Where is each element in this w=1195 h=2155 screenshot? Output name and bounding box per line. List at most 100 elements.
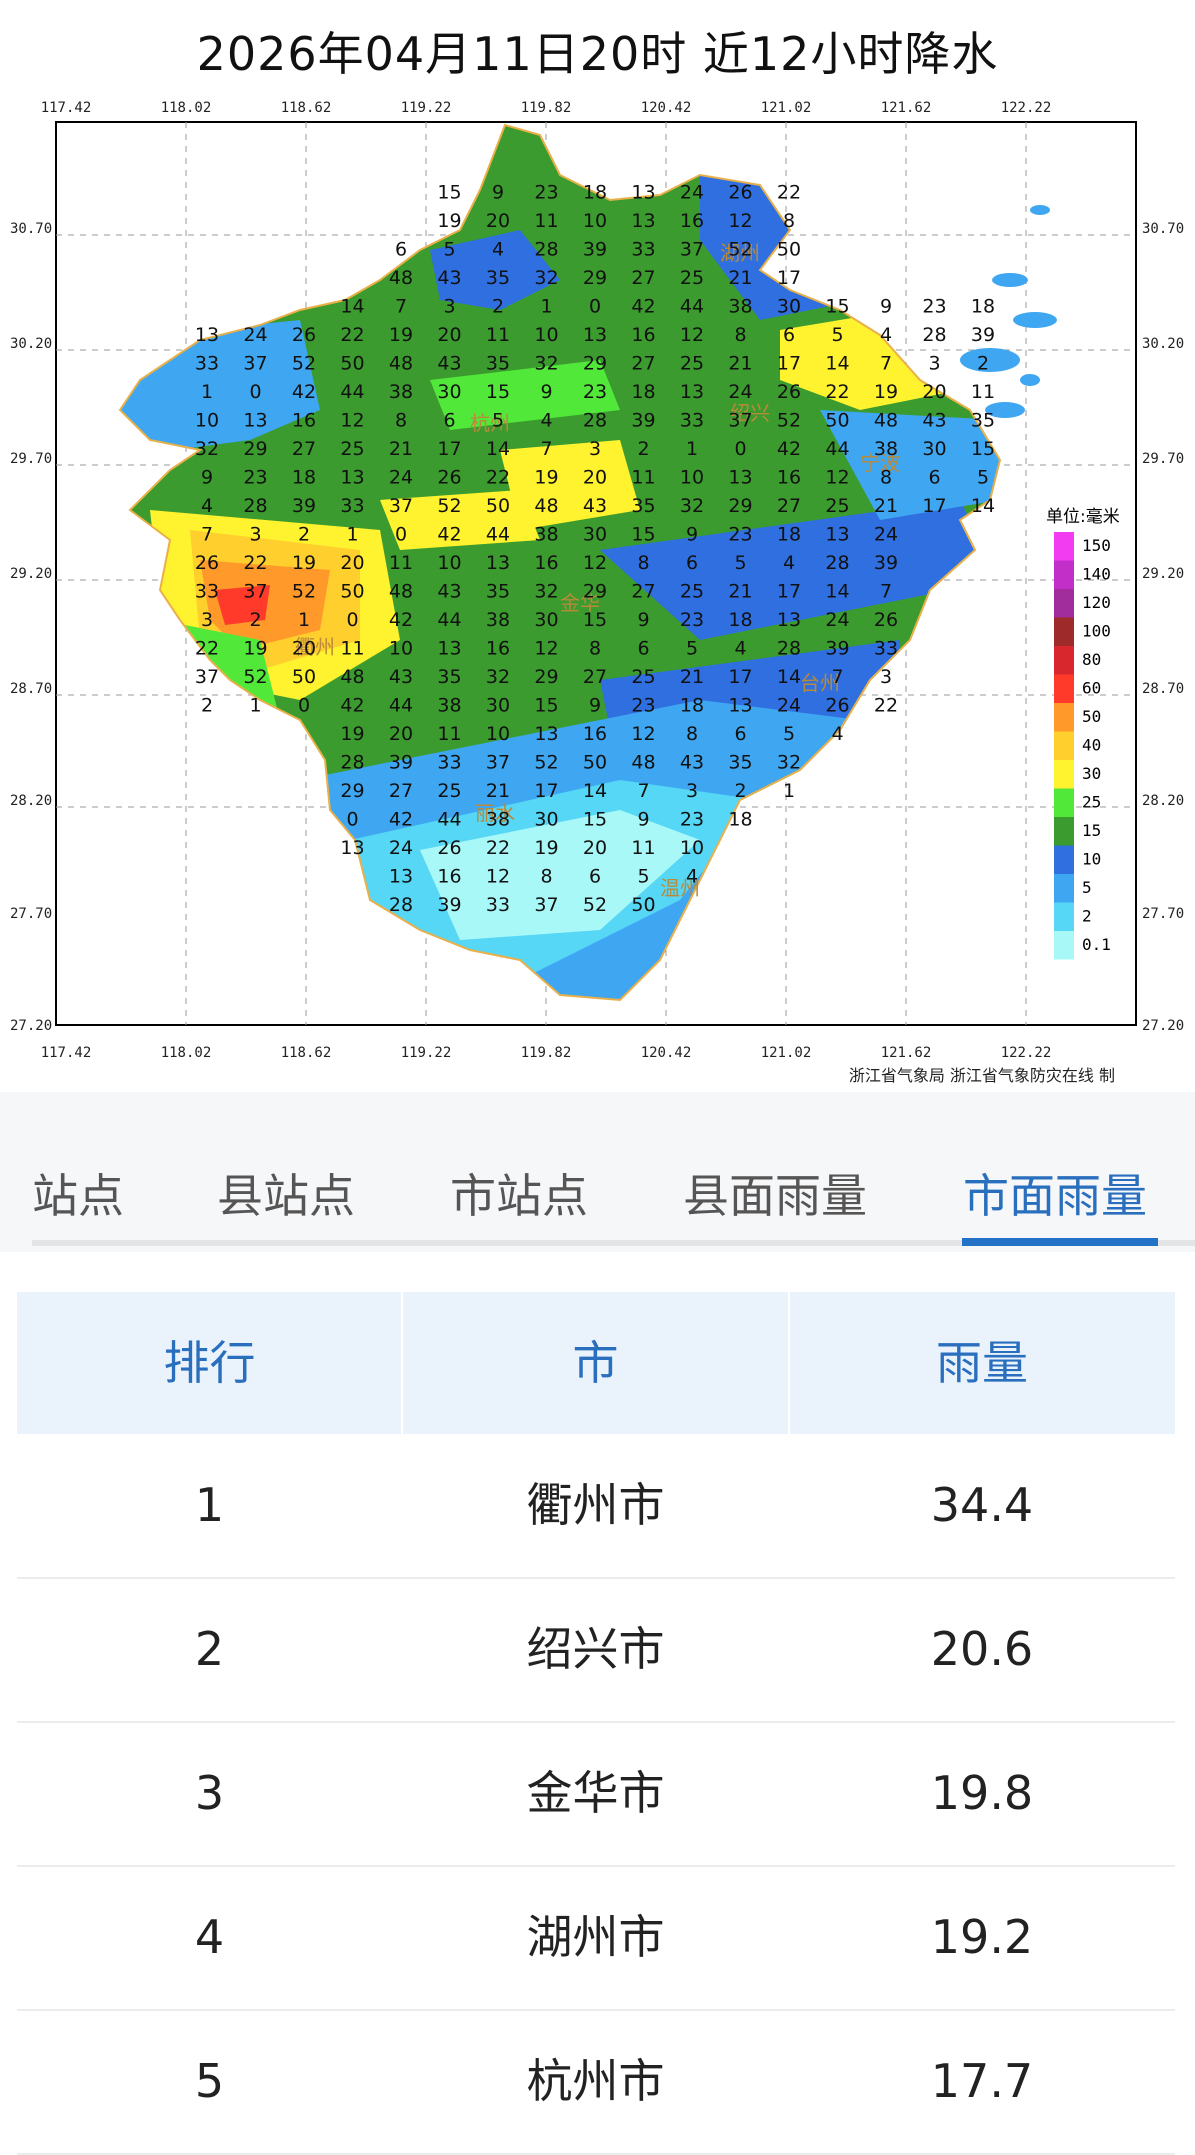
tab-city-area-rainfall[interactable]: 市面雨量 — [963, 1169, 1147, 1223]
station-value: 6 — [734, 723, 746, 745]
station-value: 3 — [249, 524, 261, 546]
station-value: 19 — [389, 324, 413, 346]
station-value: 17 — [922, 495, 946, 517]
station-value: 22 — [825, 381, 849, 403]
station-value: 37 — [728, 410, 752, 432]
islands — [960, 205, 1057, 418]
station-value: 29 — [728, 495, 752, 517]
station-value: 39 — [874, 552, 898, 574]
tab-city-station[interactable]: 市站点 — [450, 1169, 588, 1223]
station-value: 52 — [777, 410, 801, 432]
header-rank[interactable]: 排行 — [163, 1336, 256, 1390]
station-value: 25 — [680, 267, 704, 289]
table-row[interactable]: 1 衢州市 34.4 — [17, 1434, 1175, 1579]
station-value: 35 — [437, 666, 461, 688]
station-value: 0 — [346, 809, 358, 831]
station-value: 23 — [583, 381, 607, 403]
station-value: 35 — [631, 495, 655, 517]
station-value: 37 — [195, 666, 219, 688]
legend-swatch — [1054, 902, 1074, 931]
station-value: 5 — [977, 467, 989, 489]
station-value: 23 — [534, 182, 558, 204]
station-value: 25 — [680, 353, 704, 375]
station-value: 12 — [583, 552, 607, 574]
header-divider — [788, 1292, 790, 1434]
station-value: 20 — [340, 552, 364, 574]
station-value: 30 — [534, 609, 558, 631]
city-label: 金华 — [560, 591, 600, 615]
station-value: 22 — [486, 837, 510, 859]
station-value: 37 — [534, 894, 558, 916]
station-value: 8 — [783, 210, 795, 232]
station-value: 33 — [437, 752, 461, 774]
station-value: 9 — [637, 609, 649, 631]
station-value: 13 — [243, 410, 267, 432]
station-value: 21 — [389, 438, 413, 460]
station-value: 0 — [298, 695, 310, 717]
station-value: 32 — [534, 581, 558, 603]
tab-county-station[interactable]: 县站点 — [217, 1169, 355, 1223]
station-value: 42 — [631, 296, 655, 318]
table-row[interactable]: 5 杭州市 17.7 — [17, 2010, 1175, 2155]
station-value: 26 — [825, 695, 849, 717]
station-value: 29 — [583, 267, 607, 289]
station-value: 7 — [880, 353, 892, 375]
station-value: 20 — [922, 381, 946, 403]
station-value: 16 — [777, 467, 801, 489]
station-value: 8 — [637, 552, 649, 574]
header-city[interactable]: 市 — [572, 1336, 619, 1390]
station-value: 15 — [583, 609, 607, 631]
tab-station[interactable]: 站点 — [32, 1169, 124, 1223]
station-value: 33 — [195, 581, 219, 603]
station-value: 27 — [631, 581, 655, 603]
lat-tick-label: 27.20 — [10, 1018, 52, 1034]
station-value: 50 — [777, 239, 801, 261]
station-value: 28 — [534, 239, 558, 261]
table-row[interactable]: 2 绍兴市 20.6 — [17, 1578, 1175, 1723]
lat-tick-label: 30.70 — [1142, 221, 1184, 237]
station-value: 26 — [195, 552, 219, 574]
station-value: 15 — [583, 809, 607, 831]
station-value: 27 — [777, 495, 801, 517]
header-rainfall[interactable]: 雨量 — [936, 1336, 1028, 1390]
station-value: 48 — [389, 267, 413, 289]
station-value: 52 — [292, 353, 316, 375]
station-value: 5 — [686, 638, 698, 660]
lat-tick-label: 27.70 — [1142, 906, 1184, 922]
station-value: 27 — [389, 780, 413, 802]
station-value: 7 — [880, 581, 892, 603]
station-value: 12 — [728, 210, 752, 232]
station-value: 0 — [249, 381, 261, 403]
station-value: 32 — [777, 752, 801, 774]
station-value: 18 — [680, 695, 704, 717]
station-value: 35 — [486, 267, 510, 289]
station-value: 5 — [734, 552, 746, 574]
station-value: 38 — [874, 438, 898, 460]
station-value: 14 — [340, 296, 364, 318]
legend-swatch — [1054, 845, 1074, 874]
station-value: 22 — [777, 182, 801, 204]
station-value: 13 — [389, 866, 413, 888]
station-value: 4 — [783, 552, 795, 574]
legend-swatch — [1054, 703, 1074, 732]
table-header: 排行 市 雨量 — [17, 1292, 1175, 1434]
legend-label: 140 — [1082, 565, 1111, 584]
station-value: 22 — [195, 638, 219, 660]
station-value: 50 — [486, 495, 510, 517]
legend-label: 100 — [1082, 622, 1111, 641]
table-row[interactable]: 4 湖州市 19.2 — [17, 1866, 1175, 2011]
station-value: 3 — [201, 609, 213, 631]
city-cell: 杭州市 — [526, 2054, 665, 2108]
station-value: 11 — [486, 324, 510, 346]
station-value: 21 — [728, 581, 752, 603]
lon-tick-label: 121.02 — [761, 1045, 812, 1061]
lon-tick-label: 122.22 — [1001, 1045, 1052, 1061]
station-value: 14 — [486, 438, 510, 460]
tab-county-area-rainfall[interactable]: 县面雨量 — [683, 1169, 867, 1223]
table-row[interactable]: 3 金华市 19.8 — [17, 1722, 1175, 1867]
station-value: 23 — [631, 695, 655, 717]
station-value: 42 — [389, 609, 413, 631]
station-value: 12 — [486, 866, 510, 888]
